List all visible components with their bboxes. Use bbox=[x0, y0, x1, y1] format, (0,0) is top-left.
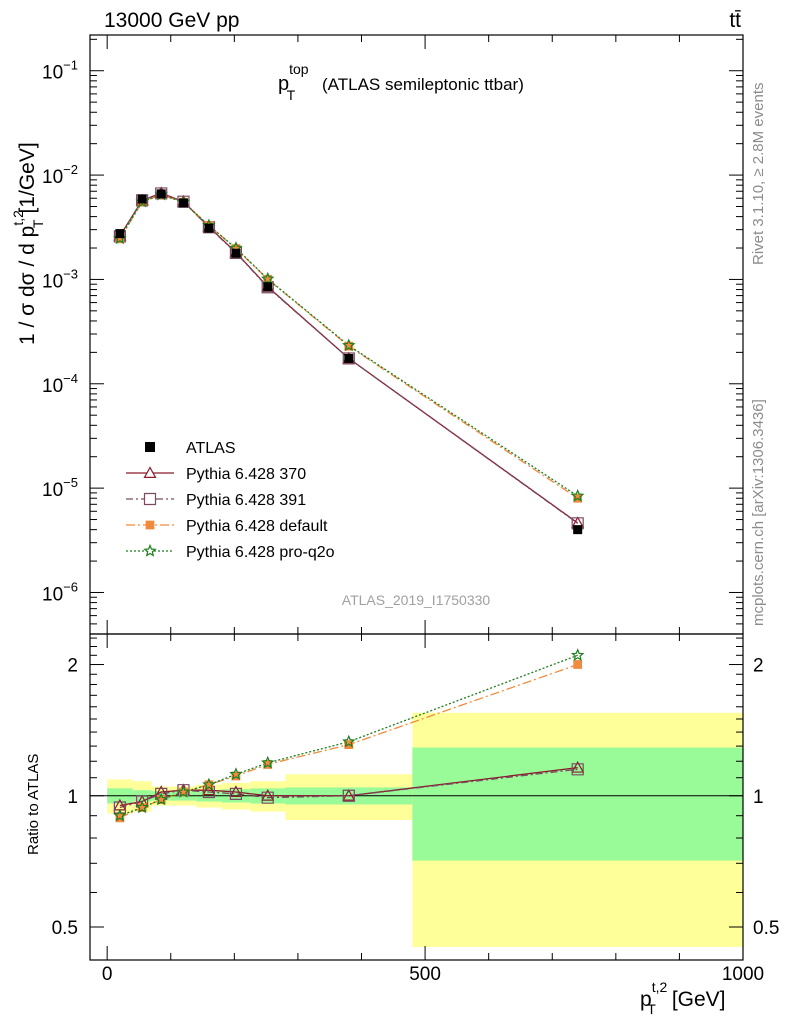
legend: ATLAS Pythia 6.428 370 Pythia 6.428 391 Pyt… bbox=[126, 440, 335, 561]
data-markers bbox=[113, 186, 585, 823]
ratio-marker-pythia-6-428-391 bbox=[571, 763, 584, 776]
analysis-watermark: ATLAS_2019_I1750330 bbox=[342, 592, 491, 608]
legend-marker-atlas bbox=[145, 442, 155, 452]
atlas-data-point bbox=[344, 353, 354, 363]
ratio-marker-pythia-6-428-370 bbox=[261, 789, 275, 801]
atlas-data-point bbox=[137, 194, 147, 204]
legend-marker-pythia-6-428-391 bbox=[143, 492, 157, 506]
y-axis-label: 1 / σ dσ / d pt,2 T[1/GeV] bbox=[10, 142, 46, 345]
process-label: tt̄ bbox=[729, 9, 741, 32]
ratio-marker-pythia-6-428-370 bbox=[202, 783, 216, 796]
axis-ticks bbox=[90, 35, 744, 960]
ratio-line-pythia-6-428-pro-q2o bbox=[119, 654, 578, 817]
y-tick-label: 10−4 bbox=[42, 371, 78, 397]
y-tick-label: 10−3 bbox=[42, 266, 78, 292]
x-tick-label: 0 bbox=[102, 964, 113, 985]
legend-marker-pythia-6-428-default bbox=[145, 520, 155, 530]
collision-label: 13000 GeV pp bbox=[104, 9, 239, 32]
ratio-tick-label-left: 1 bbox=[67, 787, 78, 808]
marker-pythia-6-428-391 bbox=[155, 187, 168, 200]
ratio-marker-pythia-6-428-391 bbox=[113, 801, 126, 814]
marker-pythia-6-428-pro-q2o bbox=[342, 338, 356, 352]
ratio-plot-frame bbox=[89, 633, 744, 961]
ratio-line-pythia-6-428-391 bbox=[119, 768, 578, 809]
y-tick-label: 10−2 bbox=[42, 162, 78, 188]
marker-pythia-6-428-391 bbox=[177, 195, 190, 208]
ratio-marker-pythia-6-428-pro-q2o bbox=[202, 777, 216, 791]
ratio-tick-label-right: 0.5 bbox=[753, 918, 779, 939]
legend-label-atlas: ATLAS bbox=[186, 440, 236, 457]
ratio-tick-label-left: 0.5 bbox=[52, 918, 78, 939]
marker-pythia-6-428-pro-q2o bbox=[260, 271, 275, 285]
atlas-data-point bbox=[204, 223, 214, 233]
ratio-marker-pythia-6-428-391 bbox=[261, 791, 274, 804]
ratio-marker-pythia-6-428-pro-q2o bbox=[260, 755, 275, 769]
ratio-marker-pythia-6-428-pro-q2o bbox=[229, 767, 243, 781]
atlas-data-point bbox=[573, 525, 583, 535]
y-tick-label: 10−6 bbox=[42, 579, 78, 605]
plot-title-description: (ATLAS semileptonic ttbar) bbox=[322, 75, 524, 94]
legend-label-pythia-6-428-370: Pythia 6.428 370 bbox=[186, 466, 306, 483]
plot-title: ptop T bbox=[278, 61, 309, 103]
y-tick-label: 10−1 bbox=[42, 58, 78, 84]
ratio-tick-label-right: 2 bbox=[753, 656, 764, 677]
text-labels: 0 500 1000 10−1 10−2 10−3 10−4 10−5 10−6 2 2 1 1 0.5 0… bbox=[10, 9, 779, 1017]
atlas-data-point bbox=[115, 229, 125, 239]
ratio-marker-pythia-6-428-391 bbox=[342, 789, 355, 802]
legend-marker-pythia-6-428-370 bbox=[143, 466, 157, 478]
ratio-marker-pythia-6-428-391 bbox=[136, 795, 149, 808]
ratio-marker-pythia-6-428-370 bbox=[342, 789, 356, 801]
marker-pythia-6-428-391 bbox=[342, 352, 355, 365]
ratio-marker-pythia-6-428-391 bbox=[229, 787, 243, 800]
atlas-data-point bbox=[231, 248, 241, 258]
ratio-marker-pythia-6-428-370 bbox=[229, 785, 243, 798]
rivet-version-label: Rivet 3.1.10, ≥ 2.8M events bbox=[750, 83, 767, 266]
ratio-axis-label: Ratio to ATLAS bbox=[25, 754, 42, 855]
marker-pythia-6-428-391 bbox=[571, 517, 584, 530]
ratio-tick-label-left: 2 bbox=[67, 656, 78, 677]
mcplots-label: mcplots.cern.ch [arXiv:1306.3436] bbox=[750, 399, 767, 626]
x-tick-label: 1000 bbox=[722, 964, 764, 985]
legend-label-pythia-6-428-pro-q2o: Pythia 6.428 pro-q2o bbox=[186, 544, 335, 561]
uncertainty-bands bbox=[90, 712, 743, 947]
ratio-marker-pythia-6-428-pro-q2o bbox=[154, 792, 168, 806]
legend-label-pythia-6-428-default: Pythia 6.428 default bbox=[186, 518, 328, 535]
x-axis-label: pt,2 T [GeV] bbox=[640, 979, 726, 1017]
y-tick-label: 10−5 bbox=[42, 475, 78, 501]
ratio-marker-pythia-6-428-370 bbox=[571, 760, 585, 773]
ratio-marker-pythia-6-428-pro-q2o bbox=[570, 648, 585, 662]
ratio-marker-pythia-6-428-pro-q2o bbox=[135, 800, 149, 814]
ratio-marker-pythia-6-428-pro-q2o bbox=[342, 734, 356, 748]
ratio-marker-pythia-6-428-pro-q2o bbox=[113, 808, 127, 822]
ratio-tick-label-right: 1 bbox=[753, 787, 764, 808]
atlas-data-point bbox=[263, 282, 273, 292]
marker-pythia-6-428-pro-q2o bbox=[570, 488, 585, 502]
atlas-data-point bbox=[156, 189, 166, 199]
ratio-marker-pythia-6-428-391 bbox=[155, 787, 168, 800]
ratio-marker-pythia-6-428-default bbox=[573, 660, 583, 669]
ratio-marker-pythia-6-428-pro-q2o bbox=[176, 784, 191, 798]
atlas-data-point bbox=[178, 198, 188, 208]
x-tick-label: 500 bbox=[409, 964, 441, 985]
axis-frames bbox=[89, 34, 744, 961]
legend-marker-pythia-6-428-pro-q2o bbox=[143, 543, 157, 557]
stat-uncertainty-band bbox=[412, 747, 743, 861]
legend-label-pythia-6-428-391: Pythia 6.428 391 bbox=[186, 492, 306, 509]
ratio-marker-pythia-6-428-391 bbox=[177, 784, 190, 797]
